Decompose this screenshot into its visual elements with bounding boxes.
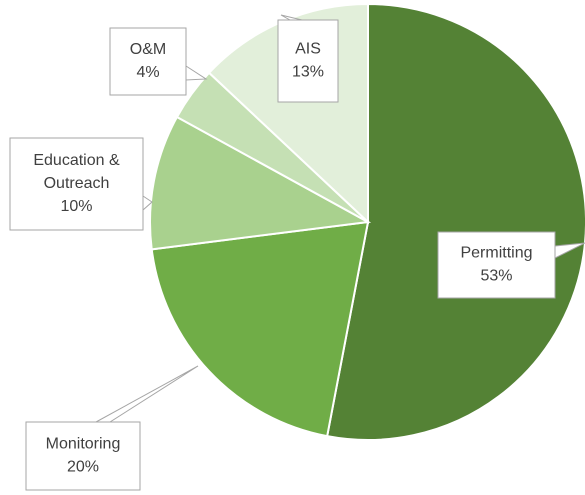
data-callout: AIS 13% xyxy=(277,14,339,103)
callout-box xyxy=(9,137,144,231)
callout-box xyxy=(277,19,339,103)
value-label: 10% xyxy=(60,198,92,215)
pie-slice xyxy=(149,115,372,251)
value-label: 53% xyxy=(480,268,512,285)
category-label: Monitoring xyxy=(46,436,121,453)
category-label: Education & Outreach xyxy=(33,152,120,192)
callout-box xyxy=(437,231,556,299)
label-line: Education & xyxy=(33,152,120,169)
value-label: 20% xyxy=(67,459,99,476)
data-callout: Monitoring 20% xyxy=(25,365,199,491)
callout-pointer xyxy=(185,65,208,81)
value-label: 13% xyxy=(292,64,324,81)
callout-pointer xyxy=(95,365,199,423)
data-callout: O&M 4% xyxy=(109,27,208,96)
value-label: 4% xyxy=(136,64,159,81)
pie-slice xyxy=(325,2,585,441)
category-label: O&M xyxy=(130,41,166,58)
label-line: Outreach xyxy=(44,175,110,192)
callout-box xyxy=(109,27,187,96)
data-callout: Education & Outreach 10% xyxy=(9,137,153,231)
callout-box xyxy=(25,421,141,491)
category-label: AIS xyxy=(295,41,321,58)
category-label: Permitting xyxy=(460,245,532,262)
pie-slice xyxy=(150,220,370,438)
data-callout: Permitting 53% xyxy=(437,231,585,299)
